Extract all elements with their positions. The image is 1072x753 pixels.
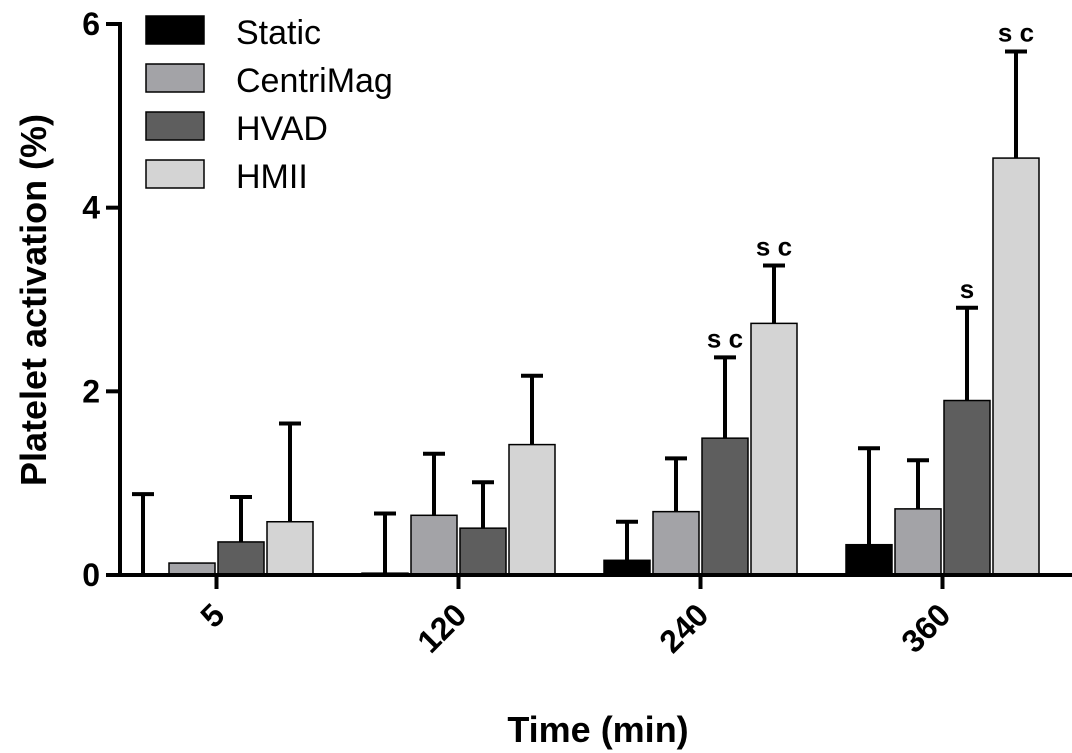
legend-label-static: Static xyxy=(236,14,321,52)
bar-hvad-5 xyxy=(217,541,265,576)
y-tick-label-4: 4 xyxy=(82,190,100,226)
bar-hvad-360 xyxy=(943,399,991,576)
legend-label-centrimag: CentriMag xyxy=(236,62,393,100)
bars-layer xyxy=(168,157,1040,576)
bar-static-240 xyxy=(603,559,651,576)
legend-swatch-static xyxy=(145,15,205,45)
legend-swatch-centrimag xyxy=(145,63,205,93)
error-bars-layer xyxy=(132,49,1027,575)
y-tick-label-0: 0 xyxy=(82,557,100,593)
bar-static-360 xyxy=(845,543,893,576)
legend: Static CentriMag HVAD HMII xyxy=(145,14,393,196)
y-tick-label-2: 2 xyxy=(82,373,100,409)
bar-hmii-120 xyxy=(508,443,556,576)
annotation-hvad-360: s xyxy=(960,274,974,304)
legend-swatch-hmii xyxy=(145,159,205,189)
bar-hvad-240 xyxy=(701,437,749,576)
bar-hvad-120 xyxy=(459,527,507,576)
bar-hmii-5 xyxy=(266,520,314,576)
x-axis-title: Time (min) xyxy=(507,709,688,750)
y-axis-title: Platelet activation (%) xyxy=(13,114,54,486)
bar-centrimag-240 xyxy=(652,510,700,576)
legend-label-hvad: HVAD xyxy=(236,110,328,148)
legend-label-hmii: HMII xyxy=(236,158,308,196)
bar-hmii-240 xyxy=(750,322,798,576)
bar-centrimag-120 xyxy=(410,514,458,576)
annotation-hmii-360: s c xyxy=(998,18,1034,48)
bar-centrimag-360 xyxy=(894,508,942,576)
y-tick-label-6: 6 xyxy=(82,6,100,42)
x-tick-label-240: 240 xyxy=(652,596,715,659)
x-tick-label-360: 360 xyxy=(894,596,957,659)
annotation-hmii-240: s c xyxy=(756,232,792,262)
legend-swatch-hvad xyxy=(145,111,205,141)
bar-hmii-360 xyxy=(992,157,1040,576)
annotations-layer: s c s c s s c xyxy=(707,18,1034,354)
x-tick-label-120: 120 xyxy=(410,596,473,659)
annotation-hvad-240: s c xyxy=(707,323,743,353)
x-tick-label-5: 5 xyxy=(193,596,231,634)
